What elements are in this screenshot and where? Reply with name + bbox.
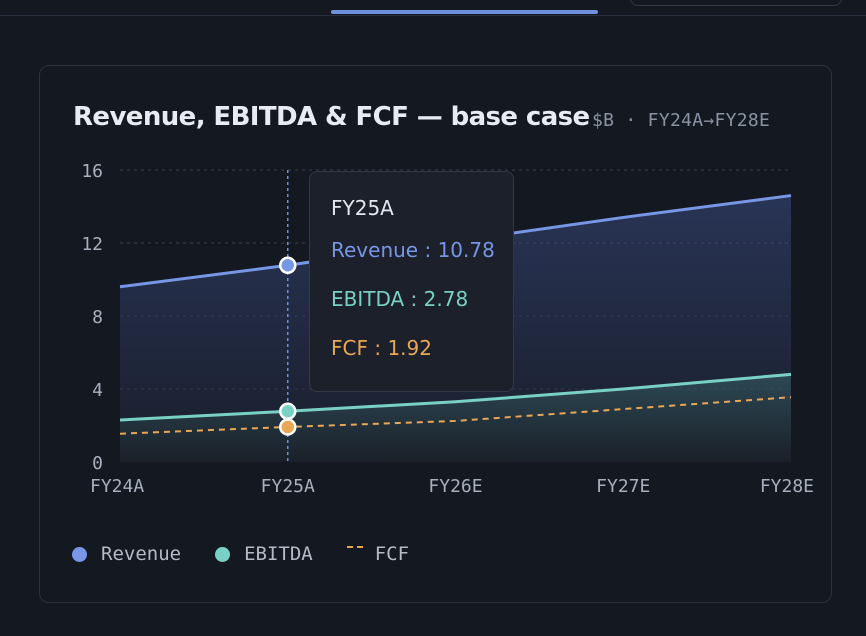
- chart-title: Revenue, EBITDA & FCF — base case: [73, 102, 590, 132]
- x-tick-label: FY28E: [760, 476, 814, 497]
- top-divider: [0, 15, 866, 16]
- hover-point-ebitda[interactable]: [279, 402, 297, 421]
- tooltip-value: 1.92: [387, 336, 432, 360]
- tooltip-row-fcf: FCF : 1.92: [331, 336, 432, 360]
- legend-dot-icon: [215, 546, 231, 562]
- legend-label: EBITDA: [244, 543, 313, 565]
- tooltip-value: 10.78: [437, 238, 495, 262]
- series-line-ebitda: [119, 372, 792, 422]
- chart-tooltip: FY25A Revenue : 10.78 EBITDA : 2.78 FCF …: [309, 171, 514, 392]
- y-tick-label: 8: [92, 307, 103, 328]
- chart-subtitle: $B · FY24A→FY28E: [592, 110, 771, 131]
- tooltip-row-ebitda: EBITDA : 2.78: [331, 287, 469, 311]
- chart-legend: Revenue EBITDA FCF: [72, 541, 443, 567]
- series-line-fcf: [119, 396, 792, 435]
- legend-label: Revenue: [101, 543, 182, 565]
- x-tick-label: FY26E: [428, 476, 482, 497]
- x-tick-label: FY25A: [261, 476, 315, 497]
- legend-item-fcf[interactable]: FCF: [346, 543, 410, 565]
- legend-item-revenue[interactable]: Revenue: [72, 543, 181, 565]
- tooltip-row-revenue: Revenue : 10.78: [331, 238, 495, 262]
- tooltip-category: FY25A: [331, 196, 394, 220]
- y-tick-label: 16: [81, 161, 103, 182]
- tooltip-value: 2.78: [423, 287, 469, 311]
- y-tick-label: 12: [81, 234, 103, 255]
- x-tick-label: FY27E: [596, 476, 650, 497]
- tooltip-label: FCF: [331, 336, 368, 360]
- tooltip-label: Revenue: [331, 238, 419, 262]
- legend-label: FCF: [374, 543, 410, 565]
- hover-point-fcf[interactable]: [279, 418, 297, 436]
- legend-dot-icon: [72, 546, 87, 562]
- y-tick-label: 0: [92, 453, 103, 474]
- x-tick-label: FY24A: [90, 476, 144, 497]
- legend-item-ebitda[interactable]: EBITDA: [215, 543, 313, 565]
- hover-point-revenue[interactable]: [279, 256, 297, 275]
- y-tick-label: 4: [92, 380, 103, 401]
- legend-dash-icon: [346, 546, 363, 548]
- active-tab-indicator: [331, 10, 598, 14]
- tooltip-label: EBITDA: [331, 287, 405, 311]
